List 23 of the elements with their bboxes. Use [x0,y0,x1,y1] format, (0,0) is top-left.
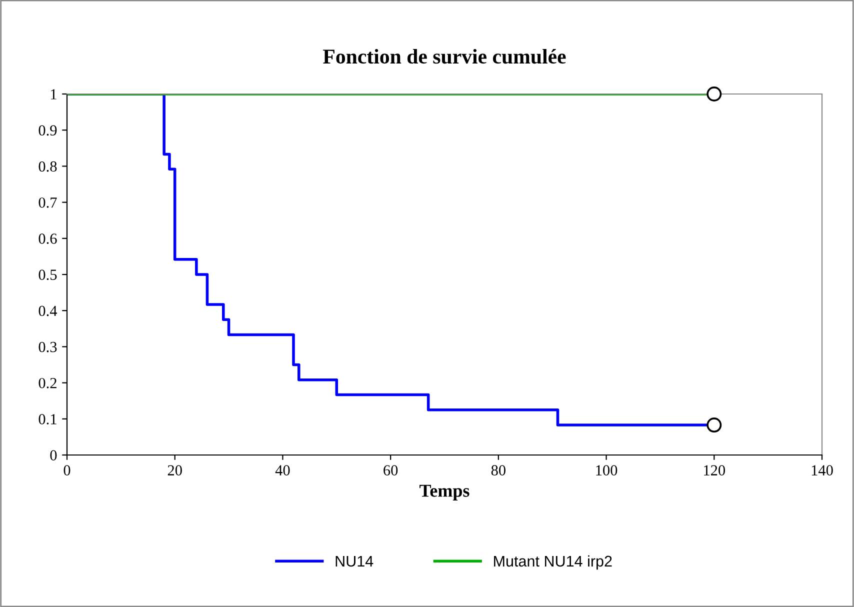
x-tick-label: 40 [275,465,290,476]
y-tick-label: 0.1 [38,414,56,424]
y-tick-label: 0.6 [38,234,57,244]
y-tick-label: 0.5 [38,270,57,280]
x-tick-label: 60 [384,465,398,476]
y-tick-label: 0.3 [38,342,57,352]
x-tick-label: 80 [491,465,506,476]
x-tick-label: 120 [704,465,726,476]
x-tick-label: 0 [64,465,70,476]
y-tick-label: 0.2 [38,378,56,388]
x-axis-title: Temps [420,484,470,501]
y-tick-label: 0.7 [38,197,57,208]
legend-label: NU14 [336,556,374,567]
x-tick-label: 100 [596,465,618,476]
y-tick-label: 0.8 [38,161,57,172]
x-tick-label: 140 [812,465,833,476]
y-tick-label: 0.9 [38,125,57,136]
legend-label: Mutant NU14 irp2 [494,555,612,570]
y-tick-label: 0 [50,450,57,460]
y-tick-label: 0.4 [38,306,58,316]
x-tick-label: 20 [168,465,182,476]
chart-title: Fonction de survie cumulée [323,48,566,64]
y-tick-label: 1 [50,89,56,100]
